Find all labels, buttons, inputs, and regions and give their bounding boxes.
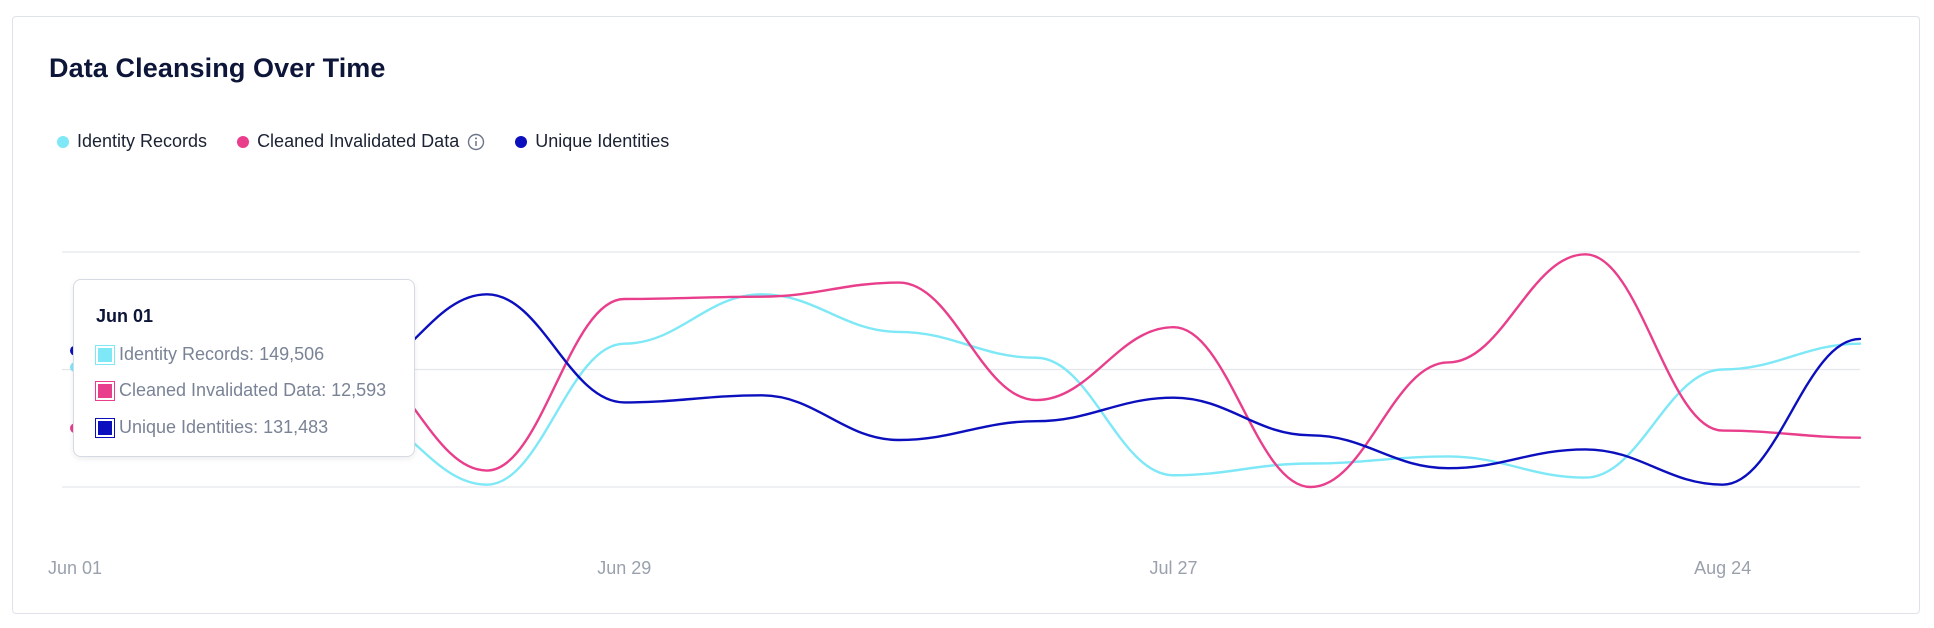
data-point-cleaned-invalidated-data (1167, 321, 1179, 333)
data-point-cleaned-invalidated-data (1579, 248, 1591, 260)
chart-tooltip: Jun 01 Identity Records: 149,506 Cleaned… (73, 279, 415, 457)
data-point-cleaned-invalidated-data (618, 293, 630, 305)
data-point-cleaned-invalidated-data (893, 277, 905, 289)
chart-title: Data Cleansing Over Time (49, 53, 386, 83)
data-point-unique-identities (1305, 429, 1317, 441)
data-point-unique-identities (1579, 443, 1591, 455)
legend-dot (57, 135, 69, 148)
data-point-cleaned-invalidated-data (1030, 394, 1042, 406)
data-point-cleaned-invalidated-data (756, 291, 768, 303)
x-tick-label: Jul 27 (1149, 558, 1197, 578)
data-point-identity-records (1579, 472, 1591, 484)
data-point-unique-identities (1717, 479, 1729, 491)
tooltip-swatch (95, 344, 115, 365)
info-icon[interactable] (467, 133, 485, 151)
tooltip-row-identity-records: Identity Records: 149,506 (95, 344, 325, 365)
legend-dot (515, 135, 528, 148)
x-tick-label: Jun 01 (48, 558, 102, 578)
data-point-cleaned-invalidated-data (1854, 432, 1866, 444)
data-point-identity-records (1442, 450, 1454, 462)
tooltip-row-label: Cleaned Invalidated Data: 12,593 (119, 380, 387, 400)
data-point-cleaned-invalidated-data (1305, 481, 1317, 493)
data-point-unique-identities (1442, 462, 1454, 474)
data-point-identity-records (1305, 458, 1317, 470)
data-point-cleaned-invalidated-data (481, 465, 493, 477)
legend-label: Unique Identities (535, 131, 670, 151)
data-point-unique-identities (481, 288, 493, 300)
data-point-identity-records (1167, 469, 1179, 481)
tooltip-row-cleaned-invalidated-data: Cleaned Invalidated Data: 12,593 (95, 380, 387, 401)
legend-dot (237, 135, 250, 148)
chart-legend: Identity Records Cleaned Invalidated Dat… (57, 131, 699, 152)
data-point-cleaned-invalidated-data (1442, 356, 1454, 368)
tooltip-swatch (95, 380, 115, 401)
tooltip-row-label: Identity Records: 149,506 (119, 344, 325, 364)
data-point-unique-identities (1030, 415, 1042, 427)
data-point-identity-records (1717, 364, 1729, 376)
legend-item-cleaned-invalidated-data[interactable]: Cleaned Invalidated Data (237, 131, 485, 152)
legend-item-identity-records[interactable]: Identity Records (57, 131, 207, 152)
data-point-unique-identities (618, 396, 630, 408)
data-point-cleaned-invalidated-data (1717, 425, 1729, 437)
data-point-identity-records (618, 338, 630, 350)
x-tick-label: Aug 24 (1694, 558, 1751, 578)
legend-label: Identity Records (77, 131, 208, 151)
data-point-unique-identities (1854, 333, 1866, 345)
data-point-identity-records (893, 326, 905, 338)
data-point-unique-identities (893, 434, 905, 446)
legend-item-unique-identities[interactable]: Unique Identities (515, 131, 669, 152)
data-point-unique-identities (1167, 392, 1179, 404)
tooltip-swatch (95, 417, 115, 438)
data-point-identity-records (481, 479, 493, 491)
tooltip-row-label: Unique Identities: 131,483 (119, 417, 329, 437)
tooltip-row-unique-identities: Unique Identities: 131,483 (95, 417, 329, 438)
x-tick-label: Jun 29 (597, 558, 651, 578)
tooltip-title: Jun 01 (96, 306, 154, 326)
legend-label: Cleaned Invalidated Data (257, 131, 460, 151)
data-point-unique-identities (756, 389, 768, 401)
data-point-identity-records (1030, 352, 1042, 364)
